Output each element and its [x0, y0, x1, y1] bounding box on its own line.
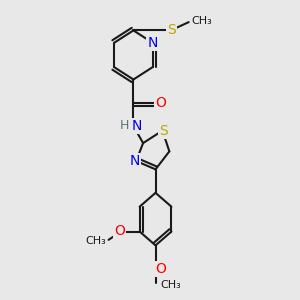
Text: CH₃: CH₃	[191, 16, 212, 26]
Text: H: H	[120, 119, 129, 132]
Text: CH₃: CH₃	[85, 236, 106, 246]
Text: N: N	[148, 36, 158, 50]
Text: O: O	[155, 96, 166, 110]
Text: O: O	[114, 224, 125, 238]
Text: CH₃: CH₃	[160, 280, 181, 290]
Text: N: N	[132, 119, 142, 133]
Text: S: S	[167, 23, 176, 38]
Text: N: N	[130, 154, 140, 168]
Text: S: S	[159, 124, 168, 138]
Text: O: O	[155, 262, 166, 276]
